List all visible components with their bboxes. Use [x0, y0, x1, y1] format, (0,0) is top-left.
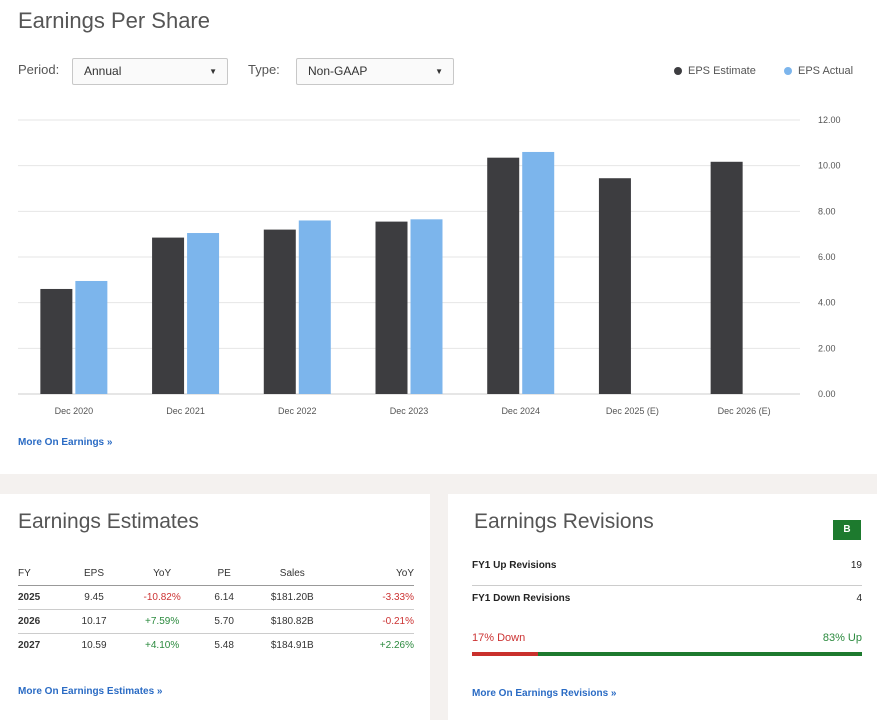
y-tick-label: 10.00 [818, 161, 841, 171]
revision-up-label: FY1 Up Revisions [472, 560, 557, 571]
more-estimates-link[interactable]: More On Earnings Estimates » [18, 686, 163, 697]
page-title: Earnings Per Share [18, 8, 210, 33]
bar-estimate[interactable] [40, 288, 73, 394]
eps-panel: Earnings Per Share Period: Annual ▼ Type… [0, 0, 877, 474]
bar-estimate[interactable] [710, 161, 743, 394]
table-row: 2027 10.59 +4.10% 5.48 $184.91B +2.26% [18, 633, 414, 657]
x-tick-label: Dec 2025 (E) [606, 406, 659, 416]
x-tick-label: Dec 2023 [390, 406, 429, 416]
cell-sales-yoy: -3.33% [339, 585, 414, 610]
period-select[interactable]: Annual ▼ [72, 58, 228, 85]
cell-eps: 9.45 [66, 585, 122, 610]
more-revisions-link[interactable]: More On Earnings Revisions » [472, 688, 617, 699]
bar-actual[interactable] [75, 280, 108, 394]
revision-up-value: 19 [850, 560, 862, 571]
bar-estimate[interactable] [263, 229, 296, 394]
table-row: 2026 10.17 +7.59% 5.70 $180.82B -0.21% [18, 609, 414, 634]
cell-sales: $184.91B [270, 639, 314, 651]
cell-sales: $181.20B [245, 585, 340, 610]
cell-pe: 5.70 [202, 609, 246, 634]
legend-actual-dot [784, 67, 792, 75]
col-fy: FY [18, 563, 67, 586]
x-tick-label: Dec 2020 [55, 406, 94, 416]
type-select-value: Non-GAAP [308, 64, 368, 78]
chevron-down-icon: ▼ [209, 67, 217, 76]
cell-fy: 2026 [18, 609, 67, 634]
table-row: 2025 9.45 -10.82% 6.14 $181.20B -3.33% [18, 585, 414, 610]
revision-down-percent: 17% Down [472, 632, 526, 644]
period-select-value: Annual [84, 64, 122, 78]
col-sales: Sales [245, 563, 340, 586]
y-tick-label: 2.00 [818, 343, 836, 353]
cell-yoy: +7.59% [121, 609, 203, 634]
col-pe: PE [202, 563, 246, 586]
bar-estimate[interactable] [375, 221, 408, 394]
x-tick-label: Dec 2021 [166, 406, 205, 416]
cell-yoy: +4.10% [145, 639, 180, 651]
legend-item-estimate[interactable]: EPS Estimate [674, 65, 756, 77]
x-tick-label: Dec 2024 [501, 406, 540, 416]
chevron-down-icon: ▼ [435, 67, 443, 76]
estimates-title: Earnings Estimates [18, 510, 199, 533]
bar-actual[interactable] [522, 151, 555, 394]
cell-fy: 2025 [18, 585, 67, 610]
cell-sales-yoy: +2.26% [379, 639, 414, 651]
earnings-revisions-card: Earnings Revisions [448, 494, 877, 720]
cell-eps: 10.17 [66, 609, 122, 634]
cell-pe: 5.48 [214, 639, 234, 651]
col-sales-yoy: YoY [339, 563, 414, 586]
estimates-table: FY EPS YoY PE Sales YoY 2025 9.45 -10.82% 6… [18, 563, 414, 657]
y-tick-label: 0.00 [818, 389, 836, 399]
revision-ratio-bar [472, 652, 862, 656]
period-label: Period: [18, 62, 60, 77]
cell-fy: 2027 [18, 639, 41, 651]
cell-yoy: -10.82% [121, 585, 203, 610]
bar-actual[interactable] [410, 219, 443, 394]
bar-estimate[interactable] [152, 237, 185, 394]
legend-actual-label: EPS Actual [798, 65, 854, 77]
legend-estimate-label: EPS Estimate [688, 65, 756, 77]
bar-actual[interactable] [187, 233, 220, 394]
revision-ratio-up [538, 652, 862, 656]
type-label: Type: [248, 62, 280, 77]
revisions-title: Earnings Revisions [474, 510, 654, 533]
table-header-row: FY EPS YoY PE Sales YoY [18, 563, 414, 586]
eps-bar-chart: 0.00 2.00 4.00 6.00 8.00 10.00 12.00 Dec 2020 De… [18, 115, 841, 416]
x-tick-label: Dec 2026 (E) [718, 406, 771, 416]
bar-actual[interactable] [298, 220, 331, 394]
col-eps: EPS [66, 563, 122, 586]
more-earnings-link[interactable]: More On Earnings » [18, 437, 113, 448]
bar-estimate[interactable] [487, 157, 520, 394]
x-tick-label: Dec 2022 [278, 406, 317, 416]
revision-up-percent: 83% Up [822, 632, 862, 644]
cell-sales-yoy: -0.21% [339, 609, 414, 634]
revision-down-value: 4 [856, 593, 862, 604]
revision-down-label: FY1 Down Revisions [472, 593, 571, 604]
revision-row-up: FY1 Up Revisions 19 [472, 556, 862, 586]
type-select[interactable]: Non-GAAP ▼ [296, 58, 454, 85]
cell-eps: 10.59 [81, 639, 107, 651]
y-tick-label: 6.00 [818, 252, 836, 262]
cell-pe: 6.14 [202, 585, 246, 610]
legend-estimate-dot [674, 67, 682, 75]
y-tick-label: 12.00 [818, 115, 841, 125]
y-tick-label: 8.00 [818, 206, 836, 216]
col-yoy: YoY [121, 563, 203, 586]
y-tick-label: 4.00 [818, 298, 836, 308]
cell-sales: $180.82B [245, 609, 340, 634]
revisions-grade-badge: B [833, 520, 861, 540]
revision-ratio-down [472, 652, 539, 656]
bar-estimate[interactable] [598, 178, 631, 394]
revision-row-down: FY1 Down Revisions 4 [472, 589, 862, 619]
legend-item-actual[interactable]: EPS Actual [784, 65, 853, 77]
